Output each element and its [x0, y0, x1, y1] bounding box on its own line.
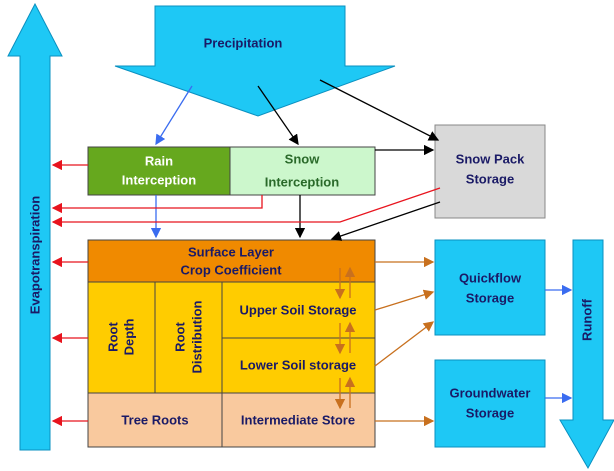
- groundwater-label: Groundwater: [450, 385, 531, 400]
- root-distribution-label: Root: [172, 322, 187, 352]
- snow-pack-label: Storage: [466, 171, 514, 186]
- evapotranspiration-arrow: [7, 2, 63, 451]
- upper-soil-label: Upper Soil Storage: [239, 302, 356, 317]
- tree-roots-label: Tree Roots: [121, 412, 188, 427]
- rain-interception-label: Interception: [122, 172, 196, 187]
- intermediate-store-label: Intermediate Store: [241, 412, 355, 427]
- quickflow-box: [434, 239, 546, 336]
- surface-layer-box: [87, 239, 376, 283]
- arrow: [51, 195, 263, 214]
- quickflow-label: Storage: [466, 290, 514, 305]
- arrow: [51, 187, 441, 228]
- snow-pack-label: Snow Pack: [456, 151, 525, 166]
- precipitation-label: Precipitation: [204, 35, 283, 50]
- arrow: [257, 85, 299, 146]
- surface-layer-label: Surface Layer: [188, 244, 274, 259]
- snow-interception-label: Interception: [265, 174, 339, 189]
- arrow: [374, 321, 435, 367]
- snow-interception-box: [229, 146, 376, 196]
- runoff-label: Runoff: [579, 298, 594, 341]
- lower-soil-label: Lower Soil storage: [240, 357, 356, 372]
- arrow: [319, 79, 440, 141]
- root-distribution-label: Distribution: [189, 300, 204, 373]
- precipitation-arrow: [114, 5, 396, 117]
- root-depth-label: Root: [105, 322, 120, 352]
- snow-pack-box: [434, 124, 546, 219]
- runoff-arrow: [559, 239, 614, 470]
- evapotranspiration-label: Evapotranspiration: [27, 196, 42, 315]
- rain-interception-box: [87, 146, 231, 196]
- rain-interception-label: Rain: [145, 153, 173, 168]
- connectors: [51, 79, 573, 427]
- snow-interception-label: Snow: [285, 151, 321, 166]
- arrow: [155, 85, 193, 146]
- root-depth-label: Depth: [121, 319, 136, 356]
- arrow: [374, 289, 435, 311]
- quickflow-label: Quickflow: [459, 270, 522, 285]
- root-distribution-box: [154, 281, 223, 394]
- arrow: [330, 201, 441, 241]
- groundwater-box: [434, 359, 546, 448]
- surface-layer-label: Crop Coefficient: [180, 262, 282, 277]
- groundwater-label: Storage: [466, 405, 514, 420]
